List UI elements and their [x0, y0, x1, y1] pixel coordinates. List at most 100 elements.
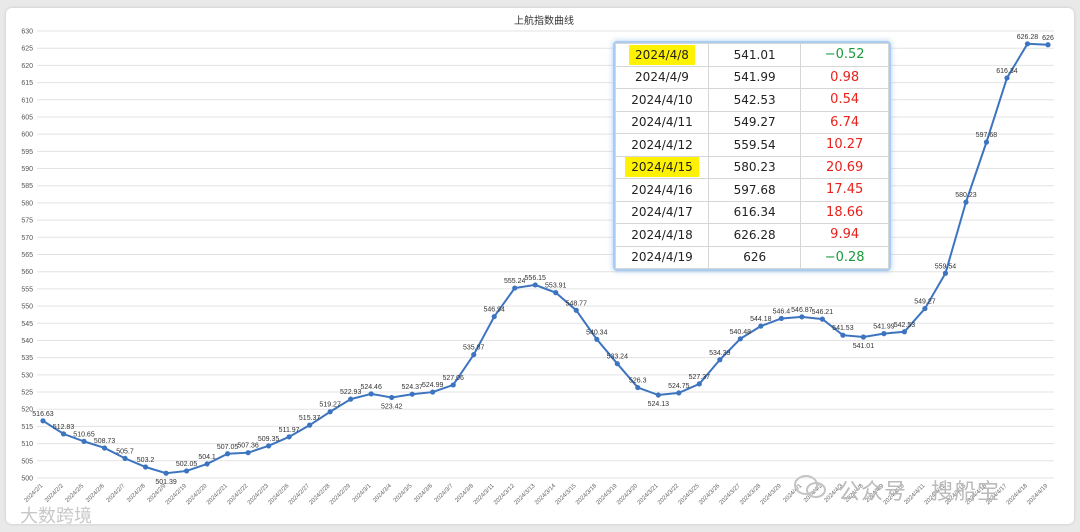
- data-label-33: 534.39: [709, 350, 731, 357]
- y-tick-label-4: 520: [21, 407, 33, 414]
- y-tick-label-2: 510: [21, 441, 33, 448]
- data-label-43: 549.27: [914, 299, 936, 306]
- data-label-38: 546.21: [812, 309, 834, 316]
- x-tick-label-4: 2024/2/7: [106, 483, 127, 504]
- x-tick-label-1: 2024/2/2: [44, 483, 65, 504]
- y-tick-label-25: 625: [21, 46, 33, 53]
- x-tick-label-20: 2024/3/7: [434, 483, 455, 504]
- data-point-4: [122, 455, 128, 462]
- data-label-14: 519.27: [319, 402, 341, 409]
- data-label-31: 524.75: [668, 383, 690, 390]
- data-label-39: 541.53: [832, 325, 854, 332]
- data-point-33: [717, 357, 723, 363]
- data-point-37: [799, 314, 805, 320]
- y-tick-label-14: 570: [21, 235, 33, 242]
- data-point-21: [471, 352, 477, 358]
- data-point-31: [676, 390, 682, 396]
- data-point-30: [655, 392, 661, 398]
- table-change-cell: 9.94: [800, 223, 889, 247]
- y-tick-label-18: 590: [21, 166, 33, 173]
- y-tick-label-21: 605: [21, 114, 33, 121]
- data-point-6: [163, 470, 169, 476]
- data-point-0: [40, 418, 46, 424]
- table-change-cell: 17.45: [800, 178, 889, 202]
- data-label-5: 503.2: [137, 457, 155, 464]
- x-tick-label-2: 2024/2/5: [65, 483, 86, 504]
- table-change-cell: −0.28: [800, 245, 889, 269]
- x-tick-label-18: 2024/3/5: [393, 483, 414, 504]
- table-value-cell: 541.01: [707, 43, 802, 67]
- table-value-cell: 559.54: [707, 133, 802, 157]
- data-label-24: 556.15: [525, 275, 547, 282]
- data-point-8: [204, 461, 210, 467]
- data-point-49: [1045, 42, 1051, 48]
- x-tick-label-36: 2024/3/29: [760, 483, 784, 507]
- data-point-28: [614, 361, 620, 367]
- y-tick-label-19: 595: [21, 149, 33, 156]
- data-label-28: 533.24: [607, 354, 629, 361]
- data-label-2: 510.65: [73, 431, 95, 438]
- index-table: 2024/4/8 541.01 −0.52 2024/4/9 541.99 0.98 202…: [613, 41, 891, 271]
- data-label-1: 512.83: [53, 424, 75, 431]
- data-label-46: 597.68: [976, 132, 998, 139]
- data-point-9: [224, 451, 231, 457]
- table-value-cell: 549.27: [707, 110, 802, 134]
- table-value-cell: 542.53: [707, 88, 802, 112]
- data-label-25: 553.91: [545, 283, 567, 290]
- table-value-cell: 616.34: [707, 200, 802, 224]
- data-point-3: [101, 445, 108, 451]
- y-tick-label-24: 620: [21, 63, 33, 70]
- table-value-cell: 626.28: [707, 223, 802, 247]
- y-tick-label-0: 500: [21, 476, 33, 483]
- data-label-18: 524.37: [401, 384, 423, 391]
- data-label-0: 516.63: [32, 411, 54, 418]
- table-value-cell: 597.68: [707, 178, 802, 202]
- table-change-cell: 0.54: [800, 88, 889, 112]
- data-point-44: [942, 270, 949, 276]
- data-label-49: 626: [1042, 35, 1054, 42]
- data-point-35: [758, 323, 764, 329]
- table-row: 2024/4/10 542.53 0.54: [615, 88, 889, 112]
- x-tick-label-5: 2024/2/8: [126, 483, 147, 504]
- data-point-36: [778, 315, 784, 322]
- x-tick-label-21: 2024/3/8: [454, 483, 475, 504]
- data-label-36: 546.4: [773, 308, 791, 315]
- y-tick-label-17: 585: [21, 183, 33, 190]
- data-label-12: 511.97: [279, 427, 300, 434]
- y-tick-label-22: 610: [21, 97, 33, 104]
- data-label-8: 504.1: [198, 454, 216, 461]
- y-tick-label-7: 535: [21, 355, 33, 362]
- data-point-43: [922, 305, 928, 312]
- data-label-4: 505.7: [116, 448, 134, 455]
- data-label-13: 515.37: [299, 415, 321, 422]
- table-change-cell: −0.52: [800, 43, 889, 67]
- table-row: 2024/4/16 597.68 17.45: [615, 178, 889, 202]
- y-tick-label-6: 530: [21, 372, 33, 379]
- data-points: [40, 41, 1051, 476]
- chart-card: 500 505 510 515 520 525 530 535 540 545 550 555 560 5…: [6, 8, 1074, 524]
- table-date-cell: 2024/4/9: [615, 65, 709, 89]
- table-change-cell: 0.98: [800, 65, 889, 89]
- data-label-48: 626.28: [1017, 34, 1039, 41]
- data-point-17: [389, 394, 395, 401]
- table-row: 2024/4/17 616.34 18.66: [615, 200, 889, 224]
- data-label-6: 501.39: [155, 479, 177, 486]
- data-point-38: [819, 316, 825, 322]
- data-point-11: [266, 443, 272, 449]
- data-label-35: 544.18: [750, 316, 772, 323]
- data-point-32: [696, 381, 702, 387]
- data-point-13: [307, 422, 313, 428]
- x-tick-label-16: 2024/3/1: [352, 483, 373, 504]
- data-label-19: 524.99: [422, 382, 444, 389]
- table-date-cell: 2024/4/8: [615, 43, 709, 67]
- data-label-41: 541.99: [873, 324, 895, 331]
- data-label-21: 535.87: [463, 345, 485, 352]
- data-point-1: [60, 431, 67, 437]
- series-line: [42, 42, 1049, 475]
- data-label-15: 522.93: [340, 389, 362, 396]
- data-point-40: [860, 334, 867, 340]
- data-label-29: 526.3: [629, 378, 647, 385]
- y-tick-label-20: 600: [21, 132, 33, 139]
- data-point-23: [512, 285, 518, 291]
